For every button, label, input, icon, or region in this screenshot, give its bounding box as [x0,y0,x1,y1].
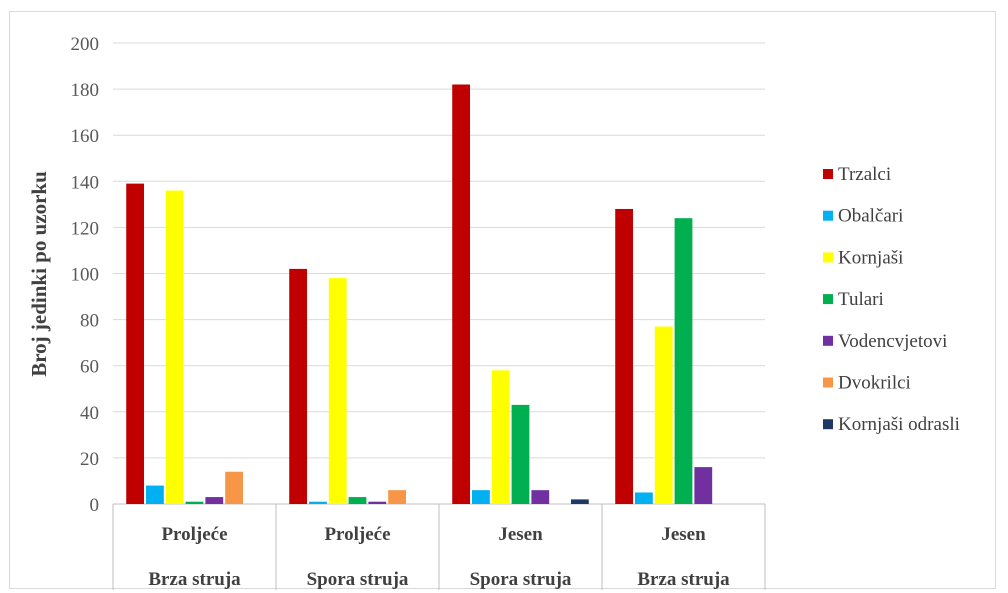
bar-vodencvjetovi [368,501,387,504]
category-label-flow: Spora struja [307,569,409,590]
y-tick-label: 180 [71,80,100,101]
bar-vodencvjetovi [531,490,550,504]
bar-trzalci [126,183,145,505]
legend-swatch [823,210,833,221]
category-label-season: Jesen [661,524,706,545]
y-tick-label: 100 [71,265,100,286]
bar-chart: 0 20 40 60 80 100 120 140 160 180 200 Proljeće Brza… [27,34,960,590]
legend: Trzalci Obalčari Kornjaši Tulari Vodencvjeto… [823,164,960,435]
bar-trzalci [615,208,634,504]
bars [126,84,713,505]
y-tick-label: 20 [80,449,99,470]
bar-tulari [185,501,204,504]
bar-kornjaši-odrasli [570,499,589,504]
y-tick-label: 140 [71,172,100,193]
category-label-season: Jesen [498,524,543,545]
category-label-season: Proljeće [161,524,227,545]
legend-swatch [823,419,833,430]
y-axis-ticks: 0 20 40 60 80 100 120 140 160 180 200 [71,34,100,516]
legend-label: Tulari [838,289,884,310]
bar-tulari [674,218,693,504]
legend-label: Obalčari [838,206,903,227]
bar-obalčari [146,485,164,504]
legend-label: Kornjaši odrasli [838,414,960,435]
legend-swatch [823,169,833,179]
legend-label: Trzalci [838,164,891,185]
bar-tulari [511,404,530,504]
bar-dvokrilci [388,490,406,504]
category-label-flow: Brza struja [148,569,241,590]
legend-label: Vodencvjetovi [838,331,947,352]
legend-swatch [823,294,833,305]
bar-vodencvjetovi [205,497,224,504]
x-axis: Proljeće Brza struja Proljeće Spora struja J… [112,504,766,590]
gridlines [113,42,765,505]
bar-obalčari [472,490,490,504]
y-tick-label: 40 [80,403,99,424]
bar-kornjaši [654,326,673,504]
bar-trzalci [289,268,308,504]
bar-obalčari [309,501,327,504]
chart-frame: 0 20 40 60 80 100 120 140 160 180 200 Proljeće Brza… [9,11,996,590]
bar-kornjaši [328,278,347,504]
legend-label: Dvokrilci [838,373,911,394]
y-axis-label: Broj jedinki po uzorku [27,171,51,377]
legend-swatch [823,252,833,263]
bar-trzalci [452,84,471,505]
legend-swatch [823,335,833,346]
bar-dvokrilci [225,471,243,504]
bar-kornjaši [165,190,184,504]
category-label-flow: Spora struja [470,569,572,590]
legend-swatch [823,377,833,388]
bar-obalčari [635,492,653,504]
bar-kornjaši [491,370,510,504]
category-label-season: Proljeće [324,524,390,545]
category-label-flow: Brza struja [637,569,730,590]
y-tick-label: 120 [71,218,100,239]
bar-tulari [348,497,367,504]
y-tick-label: 200 [71,34,100,55]
bar-vodencvjetovi [694,467,713,504]
y-tick-label: 160 [71,126,100,147]
y-tick-label: 80 [80,311,99,332]
y-tick-label: 0 [90,495,100,516]
legend-label: Kornjaši [838,247,903,268]
y-tick-label: 60 [80,357,99,378]
